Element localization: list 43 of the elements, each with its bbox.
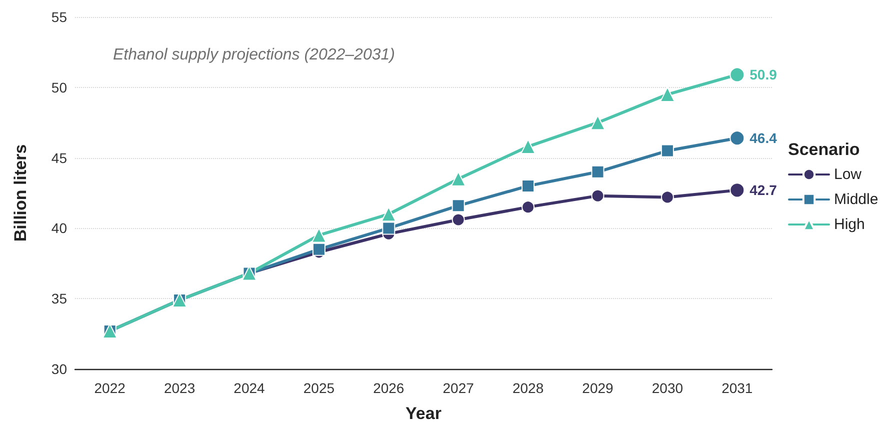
legend-label: Middle: [834, 191, 878, 208]
point: [660, 190, 674, 204]
point: [450, 171, 466, 186]
x-tick-label: 2027: [442, 380, 474, 396]
point: [590, 115, 606, 130]
point: [730, 67, 745, 82]
x-tick-label: 2023: [164, 380, 196, 396]
point: [591, 165, 604, 178]
data-label: 46.4: [750, 130, 778, 146]
x-tick-label: 2026: [373, 380, 404, 396]
point: [381, 206, 396, 222]
text: Ethanol supply projections (2022–2031): [113, 46, 395, 64]
legend-label: High: [834, 216, 865, 233]
legend-title: Scenario: [788, 140, 860, 159]
y-axis-title: Billion liters: [11, 144, 30, 242]
y-tick-label: 45: [51, 150, 68, 166]
data-label: 42.7: [750, 182, 778, 198]
x-tick-label: 2031: [722, 380, 753, 396]
point: [522, 200, 535, 214]
point: [591, 189, 604, 202]
point: [522, 179, 535, 192]
point: [311, 228, 326, 243]
y-tick-label: 55: [51, 9, 68, 25]
y-tick-label: 50: [51, 79, 68, 96]
x-tick-label: 2024: [234, 380, 266, 396]
point: [312, 242, 326, 256]
x-tick-label: 2025: [303, 380, 335, 396]
point: [382, 222, 396, 235]
point: [520, 139, 536, 154]
y-tick-label: 30: [51, 361, 68, 377]
x-axis-title: Year: [406, 404, 442, 423]
point: [660, 86, 675, 102]
y-tick-label: 35: [51, 290, 68, 307]
x-tick-label: 2030: [652, 380, 684, 396]
x-tick-label: 2028: [512, 380, 544, 396]
y-tick-label: 40: [51, 220, 68, 236]
x-tick-label: 2022: [94, 380, 126, 396]
point: [452, 199, 465, 212]
data-label: 50.9: [750, 66, 778, 83]
point: [660, 144, 674, 158]
point: [452, 213, 465, 226]
legend-label: Low: [834, 166, 862, 183]
x-tick-label: 2029: [582, 380, 614, 396]
